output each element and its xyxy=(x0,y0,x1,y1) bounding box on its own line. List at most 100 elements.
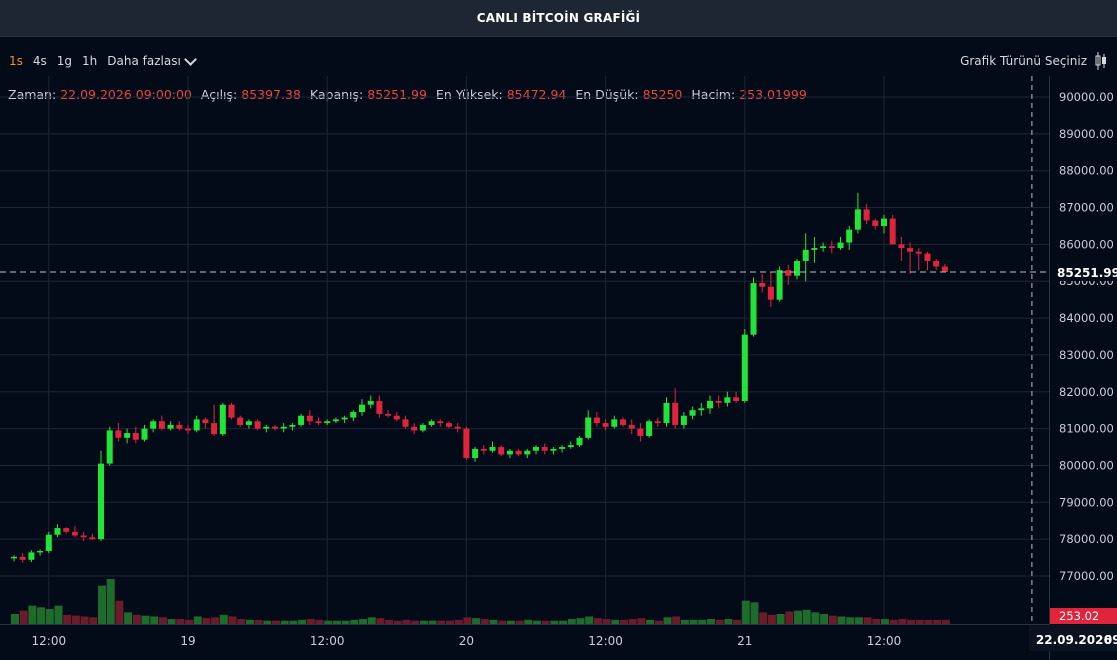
volume-bar xyxy=(941,619,950,624)
chart-type-button[interactable]: Grafik Türünü Seçiniz xyxy=(960,46,1107,76)
volume-bar xyxy=(472,618,481,624)
volume-bar xyxy=(637,618,646,624)
volume-bar xyxy=(106,579,115,624)
close-value: 85251.99 xyxy=(367,86,427,102)
candle-body xyxy=(828,246,835,249)
candle-body xyxy=(150,421,157,429)
more-timeframes-button[interactable]: Daha fazlası xyxy=(107,52,197,68)
volume-bar xyxy=(298,619,307,624)
timeframe-1h[interactable]: 1h xyxy=(82,54,98,68)
candle-body xyxy=(759,283,766,287)
volume-bar xyxy=(663,617,672,624)
candle-body xyxy=(411,426,418,431)
x-tick-label: 20 xyxy=(459,634,474,648)
candle-body xyxy=(576,437,583,446)
candle-body xyxy=(341,417,348,420)
crosshair-time-label: 09:00:00 xyxy=(1104,633,1117,647)
volume-bar xyxy=(367,617,376,624)
candle-body xyxy=(350,412,357,418)
volume-bar xyxy=(576,618,585,624)
volume-bar xyxy=(567,619,576,624)
volume-bar xyxy=(19,610,28,624)
volume-bar xyxy=(480,619,489,624)
timeframe-1s[interactable]: 1s xyxy=(9,54,23,68)
volume-bar xyxy=(620,619,628,624)
volume-bar xyxy=(907,619,916,624)
candle-body xyxy=(219,404,226,435)
current-price-label: 85251.99 xyxy=(1057,266,1117,280)
candle-body xyxy=(646,421,653,436)
volume-bar xyxy=(89,617,98,624)
candle-body xyxy=(724,397,731,403)
candle-body xyxy=(733,397,740,401)
candle-body xyxy=(280,426,287,429)
candle-body xyxy=(45,534,52,551)
candle-body xyxy=(820,246,827,249)
volume-bar xyxy=(585,616,594,624)
candle-body xyxy=(254,421,261,429)
volume-bar xyxy=(559,620,568,624)
candle-body xyxy=(889,218,896,245)
candle-body xyxy=(872,220,879,226)
candle-body xyxy=(385,413,392,416)
volume-bar xyxy=(820,614,829,624)
ohlc-info-bar: Zaman: 22.09.2026 09:00:00 Açılış: 85397… xyxy=(8,85,816,103)
volume-bar xyxy=(811,612,820,624)
y-tick-label: 78000.00 xyxy=(1059,532,1114,546)
y-tick-label: 87000.00 xyxy=(1059,201,1114,215)
volume-bar xyxy=(237,619,246,624)
candle-body xyxy=(141,428,148,440)
candle-body xyxy=(837,242,844,249)
volume-bar xyxy=(854,617,863,624)
y-tick-label: 82000.00 xyxy=(1059,385,1114,399)
volume-bar xyxy=(280,620,289,624)
y-tick-label: 86000.00 xyxy=(1059,237,1114,251)
candle-body xyxy=(559,447,566,449)
volume-bar xyxy=(750,602,759,624)
candle-body xyxy=(741,334,748,401)
high-value: 85472.94 xyxy=(506,86,567,102)
candle-body xyxy=(176,424,183,429)
candle-body xyxy=(98,463,104,540)
volume-bar xyxy=(411,620,420,624)
volume-bar xyxy=(933,619,942,624)
candle-body xyxy=(289,424,296,427)
candle-body xyxy=(228,404,235,418)
candle-body xyxy=(750,283,757,335)
candle-body xyxy=(367,400,374,405)
candle-body xyxy=(376,400,383,414)
candle-body xyxy=(767,286,774,300)
price-chart[interactable]: 90000.00 89000.00 88000.00 87000.00 86000.00… xyxy=(0,76,1117,660)
timeframe-4s[interactable]: 4s xyxy=(32,54,47,68)
candle-body xyxy=(124,433,131,438)
candle-body xyxy=(550,448,557,451)
candle-body xyxy=(89,537,96,540)
volume-bar xyxy=(489,619,498,624)
volume-bar xyxy=(611,619,620,624)
candle-body xyxy=(794,260,800,276)
volume-bar xyxy=(428,620,437,624)
volume-bar xyxy=(802,609,811,624)
current-price-label-bg xyxy=(1050,262,1117,281)
volume-bar xyxy=(98,585,106,624)
volume-bar xyxy=(332,620,341,624)
volume-bar xyxy=(80,616,89,624)
candle-body xyxy=(593,417,600,424)
volume-bar xyxy=(254,619,263,624)
candle-body xyxy=(158,421,165,429)
page-title: CANLI BİTCOİN GRAFİĞİ xyxy=(476,11,641,25)
volume-bar xyxy=(193,616,202,624)
candle-body xyxy=(132,433,139,440)
volume-bar xyxy=(733,619,742,624)
candle-body xyxy=(811,248,818,250)
candle-body xyxy=(446,423,452,427)
candle-body xyxy=(402,419,409,427)
volume-bar xyxy=(680,619,689,624)
volume-bar xyxy=(515,620,524,624)
x-tick-label: 12:00 xyxy=(310,634,345,648)
volume-bar xyxy=(359,619,367,624)
current-volume-label-bg xyxy=(1050,608,1117,624)
candle-body xyxy=(915,251,922,254)
timeframe-1g[interactable]: 1g xyxy=(56,54,73,68)
volume-bar xyxy=(402,619,411,624)
